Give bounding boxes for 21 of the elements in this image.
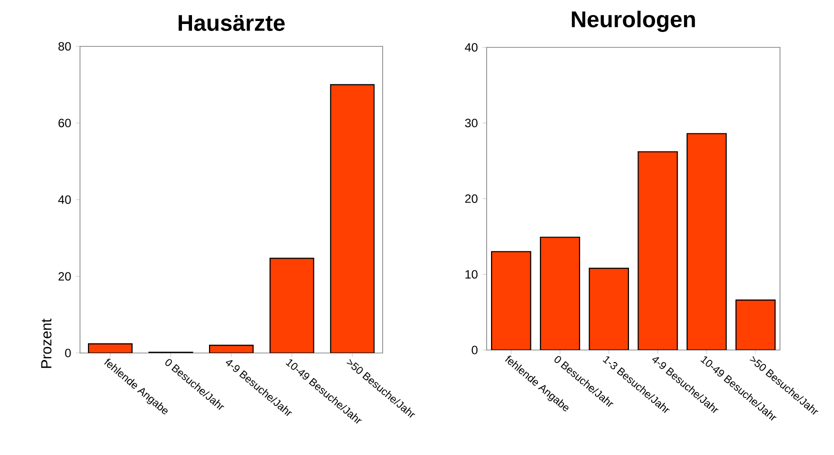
y-tick-label: 40 — [58, 195, 71, 204]
y-tick-label: 60 — [58, 118, 71, 128]
y-axis-title: Prozent — [41, 318, 52, 368]
y-tick-label: 0 — [65, 348, 71, 358]
bar — [589, 268, 628, 350]
bar — [330, 84, 375, 353]
bar — [735, 300, 776, 350]
y-tick-label: 20 — [58, 272, 71, 281]
chart-title: Hausärzte — [178, 15, 285, 31]
y-tick-label: 80 — [58, 42, 71, 51]
y-tick-label: 10 — [466, 270, 478, 279]
bar — [540, 237, 580, 350]
chart-title: Neurologen — [572, 10, 695, 32]
y-tick-label: 30 — [465, 118, 478, 128]
y-tick-label: 40 — [464, 43, 478, 52]
y-tick-label: 0 — [472, 346, 478, 354]
bar — [270, 258, 314, 353]
bar — [638, 152, 678, 350]
y-tick-label: 20 — [465, 194, 478, 203]
bar — [492, 252, 531, 350]
bar — [687, 134, 726, 350]
